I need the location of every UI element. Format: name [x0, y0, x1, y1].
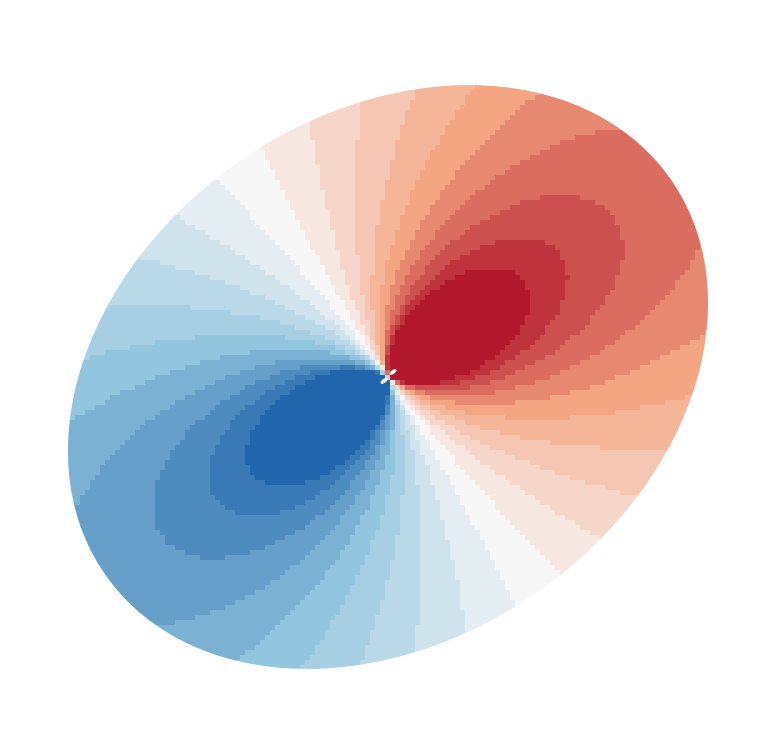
singularity-mark	[380, 378, 388, 384]
singularity-mark	[389, 369, 397, 375]
singularity-marks	[380, 369, 397, 384]
